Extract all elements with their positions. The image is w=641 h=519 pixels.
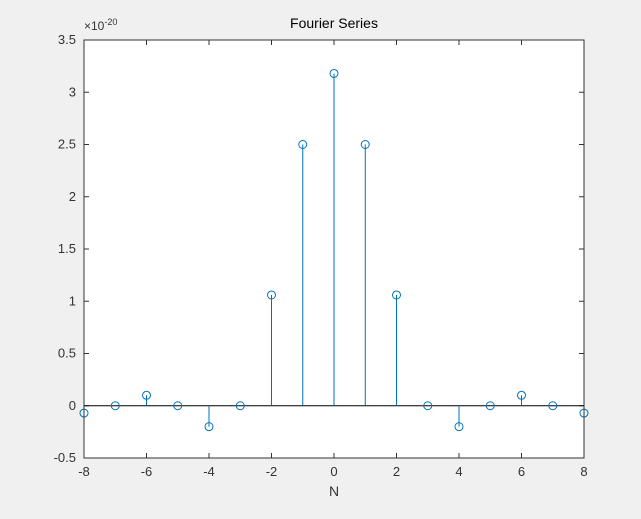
y-tick-label: 0.5 — [58, 346, 76, 361]
x-axis-label: N — [329, 483, 339, 499]
y-tick-label: 2 — [69, 189, 76, 204]
x-tick-label: -4 — [203, 464, 215, 479]
x-tick-label: -2 — [266, 464, 278, 479]
x-tick-label: 4 — [455, 464, 462, 479]
x-tick-label: 6 — [518, 464, 525, 479]
x-tick-label: 8 — [580, 464, 587, 479]
x-tick-label: -6 — [141, 464, 153, 479]
y-tick-label: 3 — [69, 84, 76, 99]
plot-title: Fourier Series — [290, 15, 378, 31]
y-tick-label: -0.5 — [54, 450, 76, 465]
fourier-stem-plot: -8 -6 -4 -2 0 2 4 6 8 -0.5 0 0.5 1 1.5 2 2.5 3 3.5 Fourier… — [0, 0, 641, 519]
x-tick-label: 2 — [393, 464, 400, 479]
y-tick-label: 0 — [69, 398, 76, 413]
y-tick-label: 1 — [69, 293, 76, 308]
figure-container: { "chart": { "type": "stem", "title": "F… — [0, 0, 641, 519]
x-tick-label: 0 — [330, 464, 337, 479]
y-tick-label: 2.5 — [58, 137, 76, 152]
y-tick-label: 1.5 — [58, 241, 76, 256]
y-tick-label: 3.5 — [58, 32, 76, 47]
x-tick-label: -8 — [78, 464, 90, 479]
